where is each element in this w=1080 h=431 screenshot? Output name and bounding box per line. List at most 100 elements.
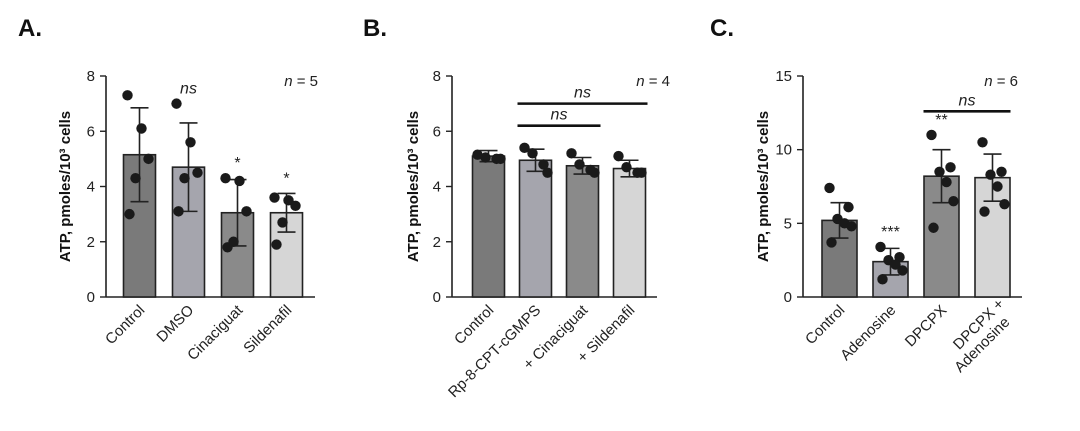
significance-label: ns: [180, 81, 197, 98]
bracket-label: ns: [959, 92, 976, 109]
panel-c: C. ATP, pmoles/10³ cells 0 5 10 15 Control *** A…: [710, 15, 1022, 376]
data-point: [934, 166, 945, 177]
sample-size-n: n: [284, 73, 292, 90]
category-label-line: Adenosine: [837, 302, 899, 364]
y-axis-title: ATP, pmoles/10³ cells: [57, 111, 74, 262]
panel-letter: A.: [18, 15, 42, 42]
y-tick-label: 2: [87, 234, 95, 251]
data-point: [173, 206, 184, 217]
category-label: Control: [102, 302, 148, 348]
category-label-line: Sildenafil: [240, 302, 295, 357]
data-point: [143, 153, 154, 165]
data-point: [122, 90, 133, 101]
significance-label: **: [935, 112, 947, 129]
data-point: [566, 148, 577, 159]
category-label-line: Control: [451, 302, 497, 348]
category-label-line: DMSO: [153, 302, 197, 346]
category-label: Control: [802, 302, 848, 348]
data-point: [996, 166, 1007, 177]
data-point: [179, 173, 190, 184]
sample-size-n: n: [636, 73, 644, 90]
category-label: DMSO: [153, 302, 197, 346]
category-label: DPCPX +Adenosine: [939, 295, 1020, 376]
data-point: [290, 200, 301, 212]
y-axis-title: ATP, pmoles/10³ cells: [405, 111, 422, 262]
data-point: [271, 239, 282, 250]
data-point: [241, 206, 252, 217]
panel-b: B.ATP, pmoles/10³ cells02468ControlRp-8-…: [363, 15, 670, 401]
data-point: [283, 195, 294, 206]
bar: [565, 164, 600, 298]
y-tick-label: 8: [433, 68, 441, 85]
bar: [518, 159, 553, 298]
data-point: [527, 148, 538, 159]
sample-size-n: n: [984, 73, 992, 90]
data-point: [220, 173, 231, 184]
y-tick-label: 4: [87, 179, 95, 196]
data-point: [480, 152, 491, 163]
y-tick-label: 0: [784, 289, 792, 306]
sample-size-value: = 4: [645, 73, 670, 90]
panel-a: A. ATP, pmoles/10³ cells 0 2 4 6 8 Control ns DMS…: [18, 15, 318, 364]
data-point: [945, 162, 956, 173]
data-point: [519, 142, 530, 154]
data-point: [130, 173, 141, 184]
y-tick-label: 8: [87, 68, 95, 85]
panel-letter: C.: [710, 15, 734, 42]
data-point: [877, 274, 888, 285]
data-point: [136, 123, 147, 134]
sample-size-label: n = 5: [284, 73, 318, 90]
significance-label: *: [283, 170, 289, 187]
data-point: [992, 181, 1003, 192]
y-tick-label: 5: [784, 215, 792, 232]
data-point: [234, 175, 245, 187]
data-point: [890, 259, 901, 270]
data-point: [589, 167, 600, 178]
data-point: [574, 159, 585, 170]
category-label-line: DPCPX: [902, 302, 951, 351]
data-point: [928, 222, 939, 233]
data-point: [948, 196, 959, 207]
y-tick-label: 2: [433, 234, 441, 251]
data-point: [277, 217, 288, 228]
data-point: [222, 242, 233, 253]
category-label: Sildenafil: [240, 302, 295, 357]
y-tick-label: 6: [87, 123, 95, 140]
bracket-label: ns: [574, 85, 591, 102]
category-label: Adenosine: [837, 302, 899, 364]
data-point: [941, 176, 952, 188]
panel-letter: B.: [363, 15, 387, 42]
data-point: [985, 169, 996, 180]
bracket-label: ns: [551, 107, 568, 124]
data-point: [192, 167, 203, 178]
data-point: [495, 153, 506, 165]
bar: [612, 167, 647, 298]
y-tick-label: 6: [433, 123, 441, 140]
data-point: [897, 265, 908, 276]
data-point: [124, 208, 135, 220]
data-point: [826, 237, 837, 248]
category-label: DPCPX: [902, 302, 951, 351]
sample-size-value: = 6: [993, 73, 1018, 90]
data-point: [977, 137, 988, 148]
data-point: [542, 167, 553, 178]
y-tick-label: 15: [775, 68, 792, 85]
bar: [471, 155, 506, 298]
data-point: [613, 150, 624, 162]
data-point: [875, 241, 886, 253]
data-point: [472, 149, 483, 160]
data-point: [846, 221, 857, 232]
data-point: [824, 182, 835, 194]
significance-label: ***: [881, 224, 900, 241]
data-point: [538, 159, 549, 170]
data-point: [269, 192, 280, 203]
data-point: [171, 98, 182, 109]
sample-size-value: = 5: [293, 73, 318, 90]
data-point: [926, 129, 937, 141]
data-point: [843, 201, 854, 213]
y-tick-label: 0: [87, 289, 95, 306]
category-label: Control: [451, 302, 497, 348]
category-label-line: Control: [802, 302, 848, 348]
data-point: [185, 137, 196, 148]
